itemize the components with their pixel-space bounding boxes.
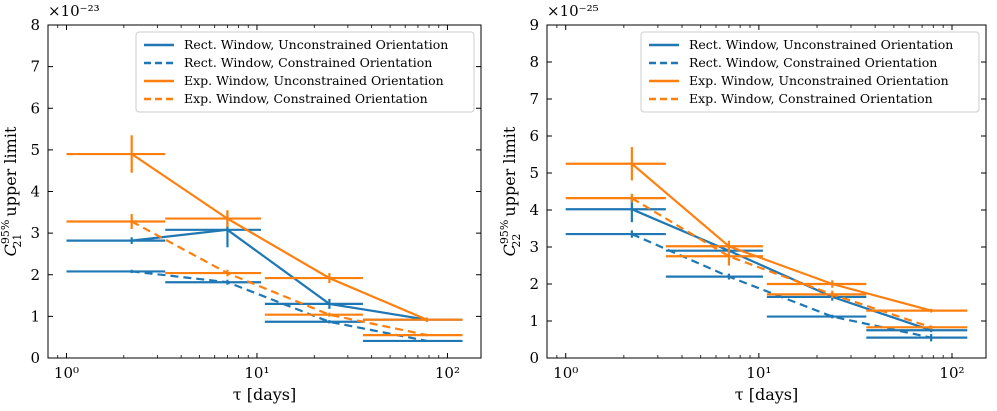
series-line bbox=[131, 228, 428, 321]
y-tick-label: 0 bbox=[30, 349, 40, 367]
legend-label: Exp. Window, Unconstrained Orientation bbox=[689, 73, 949, 88]
legend-label: Rect. Window, Constrained Orientation bbox=[184, 55, 432, 70]
series-line bbox=[131, 220, 428, 337]
axis-exponent-label: ×10⁻²⁵ bbox=[547, 2, 599, 20]
y-tick-label: 7 bbox=[30, 58, 40, 76]
y-tick-label: 6 bbox=[529, 127, 539, 145]
chart-panel-2: 0 1 2 3 4 5 6 7 8 9 10⁰ 10¹ 10² ×10⁻²⁵ τ [days] C95%22 … bbox=[498, 2, 987, 404]
y-tick-label: 4 bbox=[529, 201, 539, 219]
legend-box bbox=[135, 31, 475, 113]
y-tick-label: 1 bbox=[30, 307, 40, 325]
legend-label: Rect. Window, Constrained Orientation bbox=[689, 55, 937, 70]
series-line bbox=[631, 162, 932, 312]
legend-box bbox=[640, 31, 980, 113]
legend: Rect. Window, Unconstrained Orientation R… bbox=[640, 31, 980, 113]
series-2 bbox=[565, 230, 968, 342]
x-tick-label: 10² bbox=[435, 364, 460, 382]
series-2 bbox=[66, 269, 463, 343]
y-axis-label: C95%21 upper limit bbox=[0, 126, 24, 256]
x-axis-label: τ [days] bbox=[735, 385, 798, 404]
x-tick-label: 10¹ bbox=[746, 364, 771, 382]
series-4 bbox=[66, 213, 463, 337]
series-3 bbox=[66, 135, 463, 322]
x-tick-label: 10² bbox=[939, 364, 964, 382]
x-tick-label: 10⁰ bbox=[54, 364, 79, 382]
y-tick-label: 1 bbox=[529, 312, 539, 330]
series-3 bbox=[565, 147, 968, 313]
plot-frame bbox=[546, 24, 987, 359]
legend-label: Exp. Window, Unconstrained Orientation bbox=[184, 73, 444, 88]
series-1 bbox=[66, 212, 463, 322]
y-tick-label: 6 bbox=[30, 99, 40, 117]
series-4 bbox=[565, 193, 968, 330]
axis-exponent-label: ×10⁻²³ bbox=[48, 2, 100, 20]
legend-label: Rect. Window, Unconstrained Orientation bbox=[184, 37, 448, 52]
y-tick-label: 5 bbox=[529, 164, 539, 182]
x-tick-label: 10¹ bbox=[244, 364, 269, 382]
y-tick-label: 8 bbox=[30, 16, 40, 34]
x-tick-label: 10⁰ bbox=[553, 364, 578, 382]
y-tick-label: 8 bbox=[529, 53, 539, 71]
legend-label: Rect. Window, Unconstrained Orientation bbox=[689, 37, 953, 52]
legend-label: Exp. Window, Constrained Orientation bbox=[689, 91, 933, 106]
y-tick-label: 9 bbox=[529, 16, 539, 34]
y-tick-label: 3 bbox=[529, 238, 539, 256]
series-line bbox=[631, 197, 932, 329]
y-tick-label: 2 bbox=[30, 266, 40, 284]
y-tick-label: 4 bbox=[30, 183, 40, 201]
y-tick-label: 7 bbox=[529, 90, 539, 108]
y-axis-label: C95%22 upper limit bbox=[498, 126, 523, 256]
x-axis-label: τ [days] bbox=[233, 385, 296, 404]
chart-panel-1: 0 1 2 3 4 5 6 7 8 10⁰ 10¹ 10² ×10⁻²³ τ [days] C95%21 u… bbox=[0, 2, 482, 404]
series-line bbox=[131, 153, 428, 321]
y-tick-label: 2 bbox=[529, 275, 539, 293]
legend-label: Exp. Window, Constrained Orientation bbox=[184, 91, 428, 106]
series-line bbox=[631, 208, 932, 332]
y-tick-label: 3 bbox=[30, 224, 40, 242]
y-tick-label: 0 bbox=[529, 349, 539, 367]
legend: Rect. Window, Unconstrained Orientation R… bbox=[135, 31, 475, 113]
y-tick-label: 5 bbox=[30, 141, 40, 159]
